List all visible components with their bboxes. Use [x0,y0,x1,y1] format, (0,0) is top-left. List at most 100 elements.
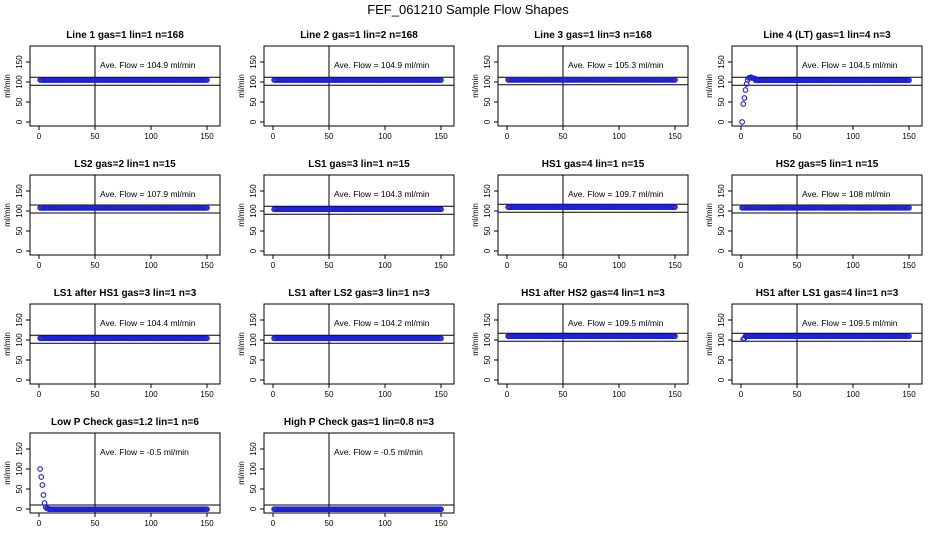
panel-title: HS1 after LS1 gas=4 lin=1 n=3 [756,288,899,299]
y-tick-label: 100 [717,333,726,347]
x-tick-label: 100 [144,390,158,399]
data-point [438,206,444,213]
panel-8: HS2 gas=5 lin=1 n=15 ml/min 0 50 100 150 0 50 10… [705,159,923,270]
y-tick-label: 50 [15,97,24,106]
x-tick-label: 150 [434,132,448,141]
panel-title: High P Check gas=1 lin=0.8 n=3 [284,417,435,428]
x-tick-label: 150 [200,390,214,399]
y-tick-label: 100 [717,204,726,218]
x-tick-label: 50 [325,261,334,270]
x-tick-label: 150 [902,261,916,270]
y-tick-label: 0 [483,119,492,124]
x-tick-label: 0 [37,519,42,528]
y-tick-label: 150 [717,313,726,327]
panel-title: LS1 after HS1 gas=3 lin=1 n=3 [54,288,197,299]
x-tick-label: 50 [559,132,568,141]
y-axis-label: ml/min [237,203,246,227]
panel-title: LS1 after LS2 gas=3 lin=1 n=3 [288,288,430,299]
plot-frame [263,174,455,256]
data-points [271,77,444,83]
y-tick-label: 100 [249,333,258,347]
x-tick-label: 50 [91,132,100,141]
x-tick-label: 50 [325,390,334,399]
y-axis-label: ml/min [3,461,12,485]
panel-title: LS1 gas=3 lin=1 n=15 [308,159,410,170]
y-tick-label: 100 [249,462,258,476]
y-tick-label: 0 [249,506,258,511]
y-tick-label: 0 [483,248,492,253]
panel-6: LS1 gas=3 lin=1 n=15 ml/min 0 50 100 150 0 50 10… [237,159,455,270]
y-axis-label: ml/min [471,74,480,98]
x-tick-label: 50 [793,261,802,270]
y-tick-label: 0 [249,377,258,382]
average-flow-annotation: Ave. Flow = 104.4 ml/min [100,318,196,328]
y-tick-label: 150 [717,184,726,198]
panel-title: Line 4 (LT) gas=1 lin=4 n=3 [763,30,891,41]
panel-2: Line 2 gas=1 lin=2 n=168 ml/min 0 50 100 150 0… [237,30,455,141]
y-axis-label: ml/min [471,332,480,356]
panel-12: HS1 after LS1 gas=4 lin=1 n=3 ml/min 0 50 10… [705,288,923,399]
panel-title: HS1 after HS2 gas=4 lin=1 n=3 [521,288,665,299]
y-tick-label: 150 [249,55,258,69]
y-tick-label: 100 [483,204,492,218]
x-tick-label: 50 [793,132,802,141]
x-tick-label: 0 [37,261,42,270]
y-tick-label: 100 [249,204,258,218]
data-point [906,333,912,340]
data-point [39,482,46,488]
x-tick-label: 0 [271,132,276,141]
x-tick-label: 100 [378,390,392,399]
panel-10: LS1 after LS2 gas=3 lin=1 n=3 ml/min 0 50 10… [237,288,455,399]
x-tick-label: 0 [271,390,276,399]
x-tick-label: 150 [434,261,448,270]
y-tick-label: 0 [249,119,258,124]
x-tick-label: 100 [144,261,158,270]
y-tick-label: 100 [249,75,258,89]
data-point [740,101,747,107]
figure-title: FEF_061210 Sample Flow Shapes [367,2,569,17]
panel-14: High P Check gas=1 lin=0.8 n=3 ml/min 0 50 1… [237,417,455,528]
x-tick-label: 0 [739,261,744,270]
panel-7: HS1 gas=4 lin=1 n=15 ml/min 0 50 100 150 0 50 10… [471,159,689,270]
plot-frame [263,432,455,514]
average-flow-annotation: Ave. Flow = -0.5 ml/min [100,447,189,457]
data-points [37,77,210,83]
x-tick-label: 100 [378,132,392,141]
y-axis-label: ml/min [3,74,12,98]
x-tick-label: 100 [612,390,626,399]
panel-title: HS2 gas=5 lin=1 n=15 [776,159,879,170]
average-flow-annotation: Ave. Flow = 109.5 ml/min [802,318,898,328]
x-tick-label: 100 [846,132,860,141]
average-flow-annotation: Ave. Flow = 109.5 ml/min [568,318,664,328]
x-tick-label: 50 [91,390,100,399]
panel-title: Line 3 gas=1 lin=3 n=168 [534,30,652,41]
x-tick-label: 150 [200,132,214,141]
y-tick-label: 0 [15,377,24,382]
x-tick-label: 100 [612,132,626,141]
data-point [672,77,678,83]
y-tick-label: 50 [249,226,258,235]
x-tick-label: 150 [902,132,916,141]
y-axis-label: ml/min [705,74,714,98]
x-tick-label: 0 [37,390,42,399]
y-tick-label: 100 [717,75,726,89]
data-point [906,204,912,211]
average-flow-annotation: Ave. Flow = 104.3 ml/min [334,189,430,199]
y-axis-label: ml/min [3,203,12,227]
data-points [739,74,912,125]
data-point [672,333,678,340]
average-flow-annotation: Ave. Flow = 104.9 ml/min [334,60,430,70]
y-tick-label: 150 [249,442,258,456]
y-tick-label: 150 [249,184,258,198]
y-tick-label: 150 [483,184,492,198]
y-tick-label: 50 [15,484,24,493]
x-tick-label: 150 [668,132,682,141]
average-flow-annotation: Ave. Flow = 104.2 ml/min [334,318,430,328]
data-points [740,333,912,343]
x-tick-label: 0 [505,132,510,141]
y-tick-label: 50 [15,355,24,364]
panel-4: Line 4 (LT) gas=1 lin=4 n=3 ml/min 0 50 100 1… [705,30,923,141]
data-points [37,204,210,211]
y-axis-label: ml/min [705,203,714,227]
y-tick-label: 150 [15,313,24,327]
